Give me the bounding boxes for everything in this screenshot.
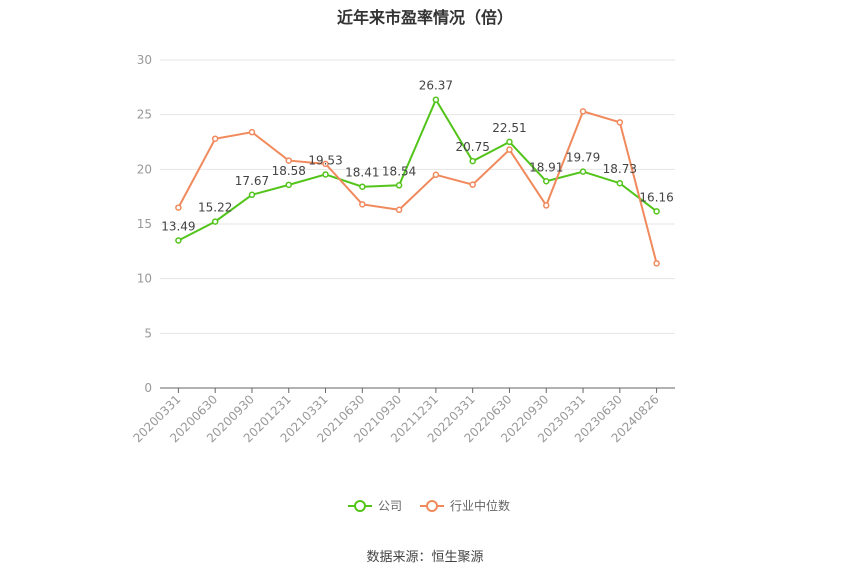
data-point xyxy=(469,181,476,188)
data-point xyxy=(616,119,624,126)
data-point xyxy=(359,183,366,190)
y-axis-ticks: 0 5 10 15 20 25 30 xyxy=(137,53,152,395)
legend-label: 行业中位数 xyxy=(450,498,510,513)
y-tick-label: 5 xyxy=(144,326,152,340)
data-label: 20.75 xyxy=(455,140,489,154)
data-label: 18.41 xyxy=(345,166,379,180)
data-point xyxy=(616,179,624,187)
data-point xyxy=(579,108,587,115)
x-axis-ticks: 2020033120200630202009302020123120210331… xyxy=(130,388,662,445)
data-point xyxy=(322,171,329,178)
data-point xyxy=(211,218,219,225)
y-tick-label: 15 xyxy=(137,217,152,231)
series-line xyxy=(177,97,658,242)
data-point xyxy=(469,157,476,165)
data-label: 19.79 xyxy=(566,151,600,165)
data-point xyxy=(653,260,660,267)
y-tick-label: 30 xyxy=(137,53,152,67)
data-point xyxy=(248,128,256,136)
grid-lines xyxy=(160,59,675,334)
data-point xyxy=(579,168,587,175)
data-label: 26.37 xyxy=(419,79,453,93)
data-label: 18.91 xyxy=(529,160,563,174)
data-label: 22.51 xyxy=(492,121,526,135)
data-point xyxy=(285,157,292,164)
data-point xyxy=(248,191,256,199)
data-label: 16.16 xyxy=(639,190,673,204)
data-point xyxy=(322,160,329,168)
data-point xyxy=(506,146,513,153)
data-point xyxy=(506,138,513,146)
data-label: 18.73 xyxy=(603,162,637,176)
data-point xyxy=(395,206,403,214)
y-tick-label: 0 xyxy=(144,381,152,395)
data-label: 17.67 xyxy=(235,174,269,188)
series-lines xyxy=(177,97,658,264)
data-point xyxy=(653,208,660,215)
data-point xyxy=(175,237,182,244)
data-point xyxy=(359,201,366,208)
data-label: 18.54 xyxy=(382,164,416,178)
data-label: 19.53 xyxy=(308,153,342,167)
legend: 公司 行业中位数 xyxy=(348,498,510,513)
y-tick-label: 20 xyxy=(137,162,152,176)
series-points xyxy=(175,96,660,267)
data-point xyxy=(285,181,292,189)
data-point xyxy=(432,96,440,103)
chart-title: 近年来市盈率情况（倍） xyxy=(336,8,513,27)
data-label: 13.49 xyxy=(161,220,195,234)
data-point xyxy=(211,135,219,142)
y-tick-label: 25 xyxy=(137,108,152,122)
legend-item[interactable]: 行业中位数 xyxy=(420,498,510,513)
y-tick-label: 10 xyxy=(137,272,152,286)
data-point xyxy=(543,178,550,185)
legend-marker-icon xyxy=(354,500,366,512)
data-point xyxy=(395,182,403,189)
data-label: 18.58 xyxy=(272,164,306,178)
data-point xyxy=(543,202,550,209)
data-point xyxy=(432,171,440,179)
legend-label: 公司 xyxy=(378,499,402,513)
legend-item[interactable]: 公司 xyxy=(348,499,402,513)
data-source: 数据来源：恒生聚源 xyxy=(366,550,484,565)
series-line xyxy=(177,110,658,264)
legend-marker-icon xyxy=(426,500,438,512)
data-point xyxy=(175,204,182,211)
data-label: 15.22 xyxy=(198,201,232,215)
